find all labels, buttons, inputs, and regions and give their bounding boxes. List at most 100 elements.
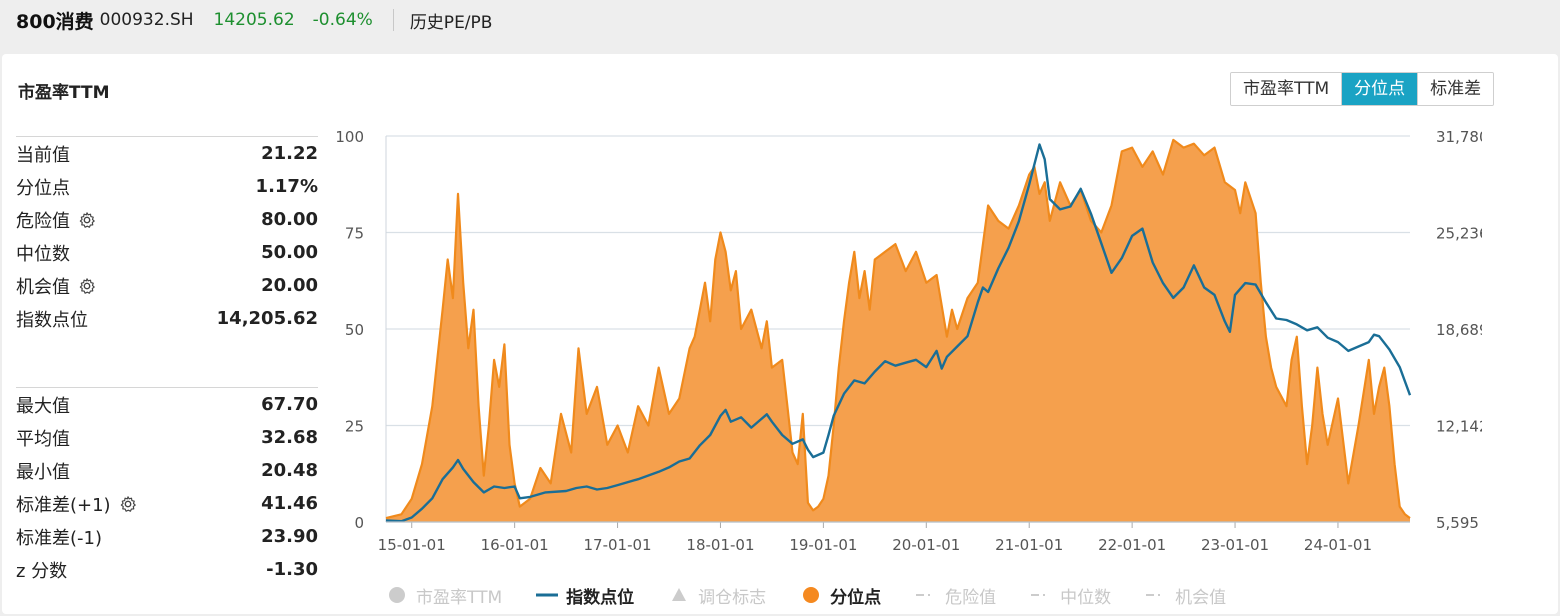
stat-label: 标准差(-1) [16, 524, 102, 550]
stat-value: 67.70 [261, 394, 318, 415]
tab-std-dev[interactable]: 标准差 [1417, 73, 1494, 105]
gear-icon[interactable] [78, 277, 96, 295]
stat-value: 50.00 [261, 242, 318, 263]
stat-label: 危险值 [16, 207, 96, 233]
stat-row: 指数点位 14,205.62 [16, 302, 318, 335]
x-tick-label: 23-01-01 [1201, 536, 1269, 554]
stat-value: 32.68 [261, 427, 318, 448]
legend-circle-icon [803, 587, 820, 603]
y-tick-left: 0 [354, 514, 364, 532]
x-tick-label: 16-01-01 [481, 536, 549, 554]
stat-label-text: 指数点位 [16, 309, 88, 331]
stat-label-text: 最大值 [16, 395, 70, 417]
legend-item[interactable]: 机会值 [1145, 583, 1226, 608]
y-tick-left: 75 [345, 225, 364, 243]
stat-value: 14,205.62 [216, 308, 318, 329]
stat-value: -1.30 [266, 559, 318, 580]
chart-area: 0 25 50 75 100 5,595 12,142 18,689 25,236 31,780 1… [322, 122, 1488, 612]
legend-label: 指数点位 [566, 587, 635, 608]
stat-row: z 分数 -1.30 [16, 553, 318, 586]
index-code: 000932.SH [99, 10, 194, 30]
card-title: 市盈率TTM [18, 83, 110, 103]
x-tick-label: 24-01-01 [1304, 536, 1372, 554]
percentile-line [385, 138, 1411, 520]
stat-label: z 分数 [16, 557, 67, 583]
stat-value: 20.00 [261, 275, 318, 296]
stat-label-text: 标准差(+1) [16, 494, 111, 516]
x-tick-label: 15-01-01 [378, 536, 446, 554]
stat-row: 危险值 80.00 [16, 203, 318, 236]
legend-label: 机会值 [1175, 587, 1227, 608]
stat-label: 平均值 [16, 425, 70, 451]
stat-label: 最小值 [16, 458, 70, 484]
stat-row: 标准差(-1) 23.90 [16, 520, 318, 553]
stat-value: 21.22 [261, 143, 318, 164]
stat-row: 平均值 32.68 [16, 421, 318, 454]
stat-value: 23.90 [261, 526, 318, 547]
x-tick-label: 18-01-01 [686, 536, 754, 554]
stat-row: 分位点 1.17% [16, 170, 318, 203]
legend-item[interactable]: 分位点 [800, 583, 881, 608]
legend-circle-icon [389, 587, 405, 603]
stat-label-text: 中位数 [16, 243, 70, 265]
stat-label: 指数点位 [16, 306, 88, 332]
legend-item[interactable]: 中位数 [1030, 583, 1111, 608]
y-tick-right: 25,236 [1436, 225, 1482, 243]
index-change: -0.64% [312, 10, 373, 30]
legend-item[interactable]: 危险值 [915, 583, 996, 608]
legend-label: 中位数 [1060, 587, 1112, 608]
y-tick-right: 31,780 [1436, 128, 1482, 146]
legend-triangle-icon [672, 588, 687, 601]
stats-group-current: 当前值 21.22 分位点 1.17% 危险值 80.00 中位数 50.00 机会值 20.00… [16, 136, 318, 335]
index-name: 800消费 [16, 10, 94, 33]
metric-tab-group: 市盈率TTM 分位点 标准差 [1230, 72, 1495, 106]
stat-value: 41.46 [261, 493, 318, 514]
stat-value: 80.00 [261, 209, 318, 230]
stat-label-text: 分位点 [16, 177, 70, 199]
gear-icon[interactable] [119, 495, 137, 513]
stat-value: 1.17% [255, 176, 318, 197]
y-tick-right: 5,595 [1436, 514, 1479, 532]
divider [392, 9, 394, 31]
legend-item[interactable]: 指数点位 [536, 583, 634, 608]
stat-label-text: 危险值 [16, 210, 70, 232]
y-tick-left: 50 [345, 321, 364, 339]
tab-pe-ttm[interactable]: 市盈率TTM [1231, 73, 1342, 105]
stat-label-text: 平均值 [16, 428, 70, 450]
stat-label: 分位点 [16, 174, 70, 200]
legend-label: 调仓标志 [698, 587, 767, 608]
stat-row: 中位数 50.00 [16, 236, 318, 269]
legend-item[interactable]: 市盈率TTM [386, 583, 502, 608]
percentile-area [386, 139, 1410, 522]
x-tick-label: 22-01-01 [1098, 536, 1166, 554]
stat-row: 标准差(+1) 41.46 [16, 487, 318, 520]
legend-dash-icon [1146, 594, 1161, 596]
legend-label: 分位点 [830, 587, 882, 608]
stat-label-text: 机会值 [16, 276, 70, 298]
top-bar: 800消费 000932.SH 14205.62 -0.64% 历史PE/PB [0, 0, 1560, 40]
stat-row: 当前值 21.22 [16, 137, 318, 170]
stat-label-text: 最小值 [16, 461, 70, 483]
gear-icon[interactable] [78, 211, 96, 229]
stat-value: 20.48 [261, 460, 318, 481]
legend-item[interactable]: 调仓标志 [668, 583, 766, 608]
valuation-chart: 0 25 50 75 100 5,595 12,142 18,689 25,236 31,780 1… [335, 128, 1488, 554]
y-tick-left: 100 [335, 128, 364, 146]
legend-line-icon [536, 593, 559, 597]
stat-label: 标准差(+1) [16, 491, 137, 517]
valuation-card: 市盈率TTM 市盈率TTM 分位点 标准差 当前值 21.22 分位点 1.17% 危险… [2, 54, 1558, 614]
x-tick-label: 20-01-01 [892, 536, 960, 554]
stat-label-text: 标准差(-1) [16, 527, 102, 549]
stat-label: 机会值 [16, 273, 96, 299]
section-title[interactable]: 历史PE/PB [409, 12, 493, 33]
stat-label: 最大值 [16, 392, 70, 418]
index-price: 14205.62 [213, 10, 295, 30]
legend-label: 危险值 [945, 587, 997, 608]
x-tick-label: 21-01-01 [995, 536, 1063, 554]
stat-label: 中位数 [16, 240, 70, 266]
x-tick-label: 17-01-01 [584, 536, 652, 554]
legend-label: 市盈率TTM [416, 587, 503, 608]
stats-group-history: 最大值 67.70 平均值 32.68 最小值 20.48 标准差(+1) 41.46 标准差(… [16, 387, 318, 586]
y-tick-right: 12,142 [1436, 418, 1482, 436]
tab-percentile[interactable]: 分位点 [1341, 73, 1418, 105]
